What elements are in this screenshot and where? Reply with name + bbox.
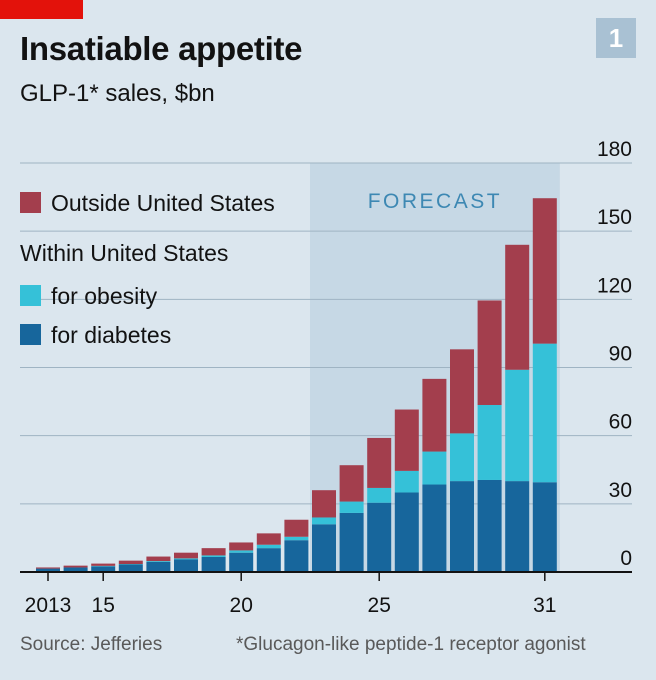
bar-obesity-2024 (339, 501, 364, 513)
y-tick-label: 30 (609, 479, 632, 502)
chart-title: Insatiable appetite (20, 30, 303, 67)
bar-diabetes-2031 (532, 482, 557, 572)
bar-obesity-2019 (201, 555, 226, 558)
bar-diabetes-2014 (63, 567, 88, 572)
bar-diabetes-2024 (339, 512, 364, 572)
bar-diabetes-2020 (229, 552, 254, 572)
x-tick-label: 2013 (25, 594, 72, 617)
bar-outside_us-2027 (422, 378, 447, 452)
bar-outside_us-2029 (477, 300, 502, 405)
forecast-label: FORECAST (368, 190, 502, 213)
bar-outside_us-2017 (146, 556, 171, 562)
bar-diabetes-2030 (505, 481, 530, 572)
bar-diabetes-2028 (450, 481, 474, 572)
bar-outside_us-2022 (284, 519, 309, 537)
bar-diabetes-2022 (284, 540, 309, 572)
bar-diabetes-2013 (36, 568, 60, 572)
bar-obesity-2028 (450, 433, 474, 482)
y-tick-label: 150 (597, 206, 632, 229)
legend-swatch-diabetes (20, 324, 41, 345)
bar-outside_us-2018 (174, 552, 198, 559)
bar-diabetes-2026 (394, 492, 419, 572)
footnote: *Glucagon-like peptide-1 receptor agonis… (236, 634, 586, 655)
bar-outside_us-2028 (450, 349, 474, 434)
legend-label-obesity: for obesity (51, 283, 158, 309)
bar-outside_us-2014 (63, 565, 88, 568)
bar-obesity-2027 (422, 451, 447, 485)
legend-header-within-us: Within United States (20, 240, 228, 266)
bar-outside_us-2026 (394, 409, 419, 471)
bar-outside_us-2013 (36, 567, 60, 569)
bar-diabetes-2021 (256, 548, 281, 572)
bar-obesity-2025 (367, 487, 392, 503)
bar-outside_us-2016 (118, 560, 143, 565)
legend-label-outside-us: Outside United States (51, 190, 275, 216)
bar-diabetes-2016 (118, 564, 143, 572)
x-tick-label: 15 (92, 594, 115, 617)
legend-swatch-outside-us (20, 192, 41, 213)
chart-subtitle: GLP-1* sales, $bn (20, 80, 215, 107)
bar-outside_us-2023 (312, 490, 336, 518)
y-tick-label: 120 (597, 274, 632, 297)
bar-diabetes-2017 (146, 562, 171, 572)
source-note: Source: Jefferies (20, 634, 163, 655)
bar-obesity-2021 (256, 544, 281, 549)
y-tick-label: 60 (609, 411, 632, 434)
bar-diabetes-2015 (91, 566, 116, 572)
bar-obesity-2018 (174, 558, 198, 560)
bar-diabetes-2023 (312, 524, 336, 572)
bar-obesity-2031 (532, 343, 557, 483)
bar-outside_us-2015 (91, 563, 116, 566)
x-tick-label: 31 (533, 594, 556, 617)
bar-diabetes-2027 (422, 484, 447, 572)
bar-obesity-2029 (477, 404, 502, 480)
bar-obesity-2017 (146, 561, 171, 563)
bar-outside_us-2024 (339, 465, 364, 502)
bar-outside_us-2019 (201, 548, 226, 556)
bar-outside_us-2025 (367, 437, 392, 488)
bar-obesity-2020 (229, 550, 254, 553)
x-tick-label: 25 (368, 594, 391, 617)
brand-red-tab (0, 0, 83, 19)
bar-outside_us-2030 (505, 244, 530, 370)
legend-swatch-obesity (20, 285, 41, 306)
y-tick-label: 180 (597, 138, 632, 161)
x-tick-label: 20 (230, 594, 253, 617)
bar-outside_us-2020 (229, 542, 254, 551)
y-tick-label: 0 (620, 547, 632, 570)
bar-diabetes-2018 (174, 559, 198, 572)
bar-outside_us-2021 (256, 533, 281, 545)
bar-obesity-2026 (394, 470, 419, 493)
chart-number-badge: 1 (596, 18, 636, 58)
legend-label-diabetes: for diabetes (51, 322, 171, 348)
bar-diabetes-2025 (367, 502, 392, 572)
y-tick-label: 90 (609, 343, 632, 366)
bar-diabetes-2029 (477, 479, 502, 572)
bar-diabetes-2019 (201, 557, 226, 572)
bar-outside_us-2031 (532, 198, 557, 344)
bar-obesity-2022 (284, 536, 309, 541)
bar-obesity-2023 (312, 517, 336, 525)
bar-obesity-2030 (505, 369, 530, 482)
